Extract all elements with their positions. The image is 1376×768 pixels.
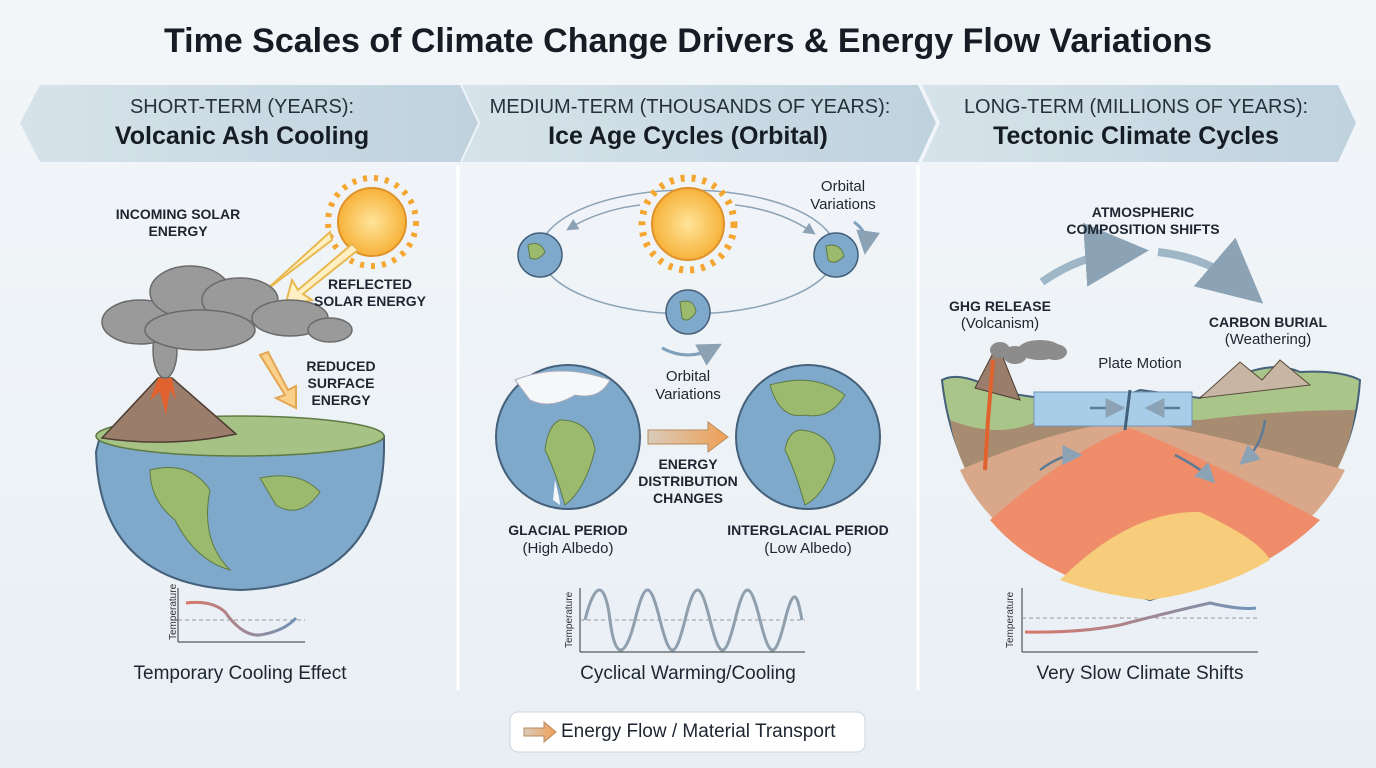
smoke <box>990 340 1067 364</box>
banner <box>20 85 478 162</box>
banner <box>922 85 1356 162</box>
label: ATMOSPHERIC COMPOSITION SHIFTS <box>1066 204 1220 237</box>
temp-chart <box>1021 588 1258 653</box>
rotation-arrow <box>853 220 880 255</box>
sun <box>325 175 419 269</box>
label: CARBON BURIAL <box>1208 314 1328 330</box>
axis-label: Temperature <box>168 583 179 640</box>
caption: Very Slow Climate Shifts <box>1036 663 1244 684</box>
earth-small <box>517 232 859 335</box>
label: REDUCED SURFACE ENERGY <box>306 358 376 408</box>
legend-box <box>509 711 866 753</box>
heading: Tectonic Climate Cycles <box>993 122 1279 150</box>
legend-text: Energy Flow / Material Transport <box>561 721 836 742</box>
motion-arrows <box>1039 398 1267 484</box>
ash-cloud <box>101 265 353 379</box>
temp-chart <box>579 588 805 653</box>
label: Orbital Variations <box>810 178 876 213</box>
label: Orbital Variations <box>655 368 721 403</box>
temp-chart <box>177 588 305 643</box>
label: INTERGLACIAL PERIOD <box>727 522 889 538</box>
axis-label: Temperature <box>564 591 575 648</box>
legend-icon <box>523 720 557 744</box>
earth-interglacial <box>735 364 881 510</box>
banner <box>462 85 936 162</box>
label: REFLECTED SOLAR ENERGY <box>313 276 426 309</box>
label: Plate Motion <box>1098 355 1182 372</box>
caption: Cyclical Warming/Cooling <box>580 663 796 684</box>
label: (High Albedo) <box>522 540 614 557</box>
land <box>149 467 321 572</box>
volcano <box>100 377 238 443</box>
timescale: LONG-TERM (MILLIONS OF YEARS): <box>963 96 1309 118</box>
timescale: SHORT-TERM (YEARS): <box>129 96 355 118</box>
label: ENERGY DISTRIBUTION CHANGES <box>638 456 738 506</box>
sun <box>638 174 738 274</box>
cross-section <box>940 354 1362 602</box>
label: (Weathering) <box>1224 331 1312 348</box>
flow-arrow <box>1039 222 1149 287</box>
heading: Volcanic Ash Cooling <box>114 122 370 150</box>
label: GLACIAL PERIOD <box>508 522 628 538</box>
caption: Temporary Cooling Effect <box>133 663 347 684</box>
rotation-arrow <box>661 343 722 366</box>
label: (Low Albedo) <box>764 540 852 557</box>
heading: Ice Age Cycles (Orbital) <box>548 122 828 150</box>
label: (Volcanism) <box>960 315 1040 332</box>
earth-glacial <box>495 364 641 510</box>
orbit-arrow <box>734 204 816 235</box>
timescale: MEDIUM-TERM (THOUSANDS OF YEARS): <box>489 96 891 118</box>
label: GHG RELEASE <box>949 298 1051 314</box>
title: Time Scales of Climate Change Drivers & … <box>163 22 1213 60</box>
lava <box>150 378 176 415</box>
orbit-arrow <box>566 204 641 231</box>
energy-arrow <box>647 421 729 453</box>
reduced-arrow <box>258 350 297 410</box>
axis-label: Temperature <box>1005 591 1016 648</box>
flow-arrow <box>1157 237 1264 304</box>
label: INCOMING SOLAR ENERGY <box>115 206 241 239</box>
